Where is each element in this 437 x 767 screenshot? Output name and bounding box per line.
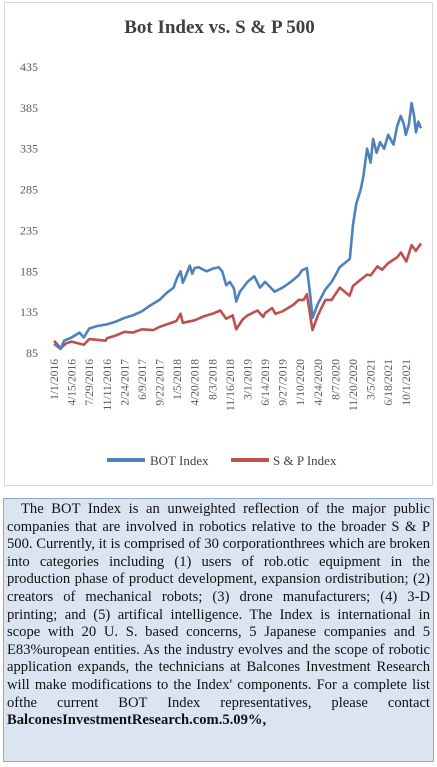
x-tick-label: 4/20/2018 [190,359,202,406]
x-tick-label: 9/22/2017 [155,359,167,406]
line-chart: 85 135 185 235 285 335 385 435 1/1/2016 4/15/201… [20,60,423,468]
description-body: The BOT Index is an unweighted reflectio… [7,501,430,711]
y-tick-label: 435 [20,60,38,74]
y-tick-label: 85 [26,346,38,360]
series-line-s-p-index [53,242,423,350]
y-tick-label: 235 [20,223,38,237]
y-tick-label: 335 [20,142,38,156]
x-tick-label: 11/16/2018 [225,359,237,411]
chart-title: Bot Index vs. S & P 500 [124,17,315,38]
legend-label: BOT Index [150,453,209,468]
x-tick-label: 4/15/2016 [67,359,79,406]
x-tick-label: 9/27/2019 [278,359,290,406]
contact-link[interactable]: BalconesInvestmentResearch.com.5.09%, [7,712,267,729]
y-tick-label: 135 [20,305,38,319]
x-tick-label: 6/18/2021 [383,359,395,406]
x-tick-label: 7/29/2016 [84,359,96,406]
series-line-bot-index [53,101,423,351]
x-tick-label: 1/10/2020 [295,359,307,406]
y-tick-label: 385 [20,101,38,115]
x-tick-label: 8/7/2020 [330,359,342,400]
x-tick-label: 6/9/2017 [137,359,149,400]
x-tick-label: 1/1/2016 [49,359,61,400]
description-text: The BOT Index is an unweighted reflectio… [7,501,430,730]
description-box: The BOT Index is an unweighted reflectio… [3,498,434,762]
x-tick-label: 11/11/2016 [102,359,114,411]
y-tick-label: 185 [20,264,38,278]
x-tick-label: 8/3/2018 [207,359,219,400]
x-tick-label: 3/5/2021 [366,359,378,400]
x-tick-label: 4/24/2020 [313,359,325,406]
x-tick-label: 1/5/2018 [172,359,184,400]
y-tick-label: 285 [20,183,38,197]
x-tick-label: 2/24/2017 [119,359,131,406]
legend-label: S & P Index [273,453,337,468]
chart-container: Bot Index vs. S & P 500 85 135 185 235 285 33… [4,2,433,486]
x-tick-label: 11/20/2020 [348,359,360,411]
x-tick-label: 10/1/2021 [401,359,413,406]
x-tick-label: 6/14/2019 [260,359,272,406]
x-tick-label: 3/1/2019 [242,359,254,400]
